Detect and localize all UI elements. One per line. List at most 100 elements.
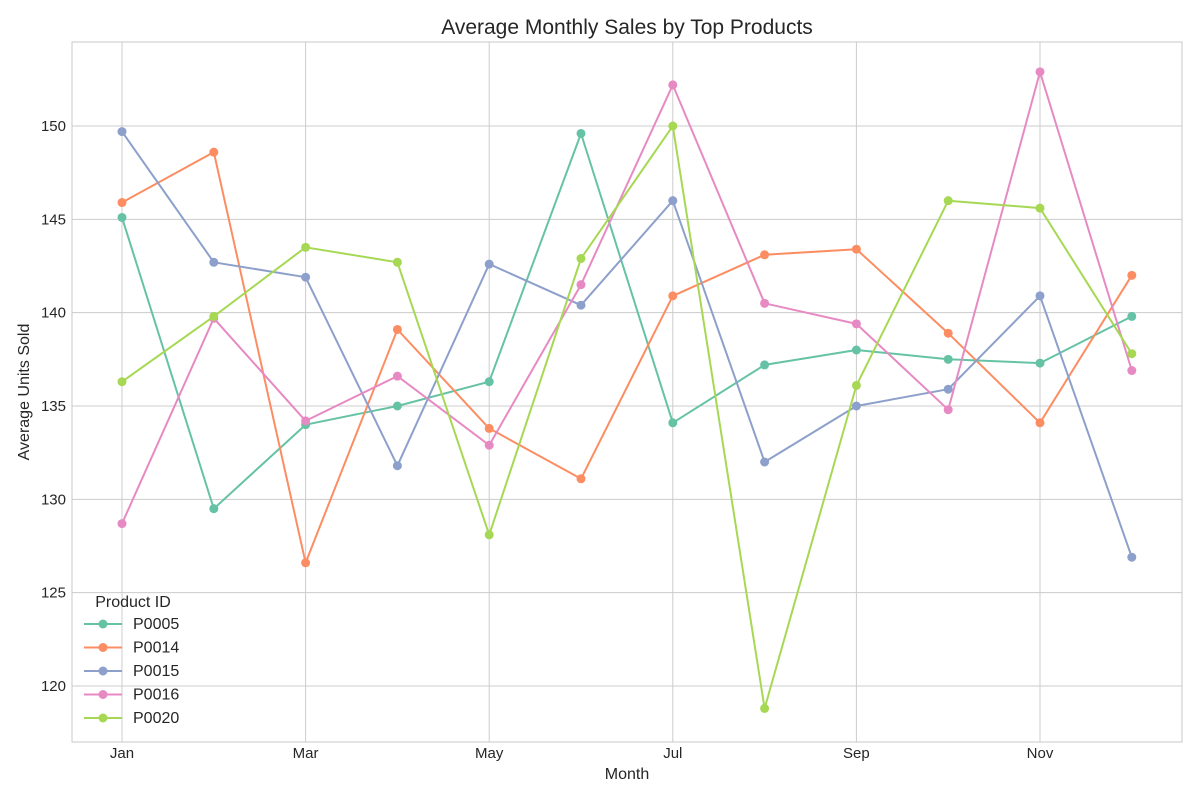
series-p0016	[117, 67, 1137, 529]
y-tick-label: 140	[41, 305, 66, 322]
legend-item: P0005	[84, 616, 179, 633]
x-axis-label: Month	[605, 766, 649, 783]
data-point	[668, 291, 678, 301]
data-point	[1035, 291, 1045, 301]
data-point	[1035, 418, 1045, 428]
series-line	[121, 131, 1133, 558]
legend: Product ID P0005 P0014 P0015 P0016 P0020	[84, 594, 179, 727]
legend-marker	[98, 690, 108, 699]
series-layer	[117, 67, 1137, 713]
data-point	[209, 311, 219, 321]
data-point	[1035, 203, 1045, 213]
data-point	[576, 280, 586, 290]
data-point	[209, 504, 219, 514]
legend-label: P0015	[133, 663, 179, 680]
data-point	[392, 257, 402, 267]
legend-label: P0016	[133, 687, 179, 704]
data-point	[484, 440, 494, 450]
data-point	[1035, 67, 1045, 77]
legend-marker	[98, 713, 108, 723]
x-tick-label: Sep	[843, 745, 870, 762]
data-point	[301, 242, 311, 252]
x-tick-label: Jan	[110, 745, 134, 762]
data-point	[668, 418, 678, 428]
data-point	[851, 380, 861, 390]
data-point	[760, 457, 770, 467]
data-point	[484, 423, 494, 433]
legend-title: Product ID	[95, 594, 171, 611]
y-tick-label: 150	[41, 118, 66, 135]
x-tick-label: Jul	[663, 745, 682, 762]
data-point	[1127, 349, 1137, 359]
data-point	[392, 371, 402, 381]
data-point	[301, 272, 311, 282]
data-point	[943, 328, 953, 338]
data-point	[209, 147, 219, 157]
data-point	[484, 259, 494, 269]
x-tick-label: May	[475, 745, 504, 762]
data-point	[760, 360, 770, 370]
data-point	[668, 80, 678, 90]
chart-title: Average Monthly Sales by Top Products	[441, 16, 813, 39]
data-point	[576, 254, 586, 264]
data-point	[943, 196, 953, 206]
data-point	[392, 401, 402, 411]
legend-item: P0014	[84, 640, 179, 657]
data-point	[576, 474, 586, 484]
data-point	[484, 377, 494, 387]
y-tick-label: 135	[41, 398, 66, 415]
data-point	[760, 703, 770, 713]
tick-labels: 120 125 130 135 140 145 150 Jan Mar May Jul Sep Nov	[41, 118, 1054, 762]
series-p0014	[117, 147, 1137, 568]
data-point	[943, 384, 953, 394]
data-point	[1127, 366, 1137, 376]
x-tick-label: Mar	[293, 745, 319, 762]
data-point	[851, 244, 861, 254]
data-point	[943, 405, 953, 415]
legend-item: P0016	[84, 687, 179, 704]
data-point	[668, 121, 678, 131]
data-point	[1127, 311, 1137, 321]
series-line	[121, 151, 1133, 564]
y-tick-label: 130	[41, 491, 66, 508]
plot-frame	[71, 41, 1183, 743]
data-point	[301, 416, 311, 426]
legend-label: P0020	[133, 710, 179, 727]
legend-marker	[98, 666, 108, 676]
data-point	[760, 298, 770, 308]
y-tick-label: 120	[41, 678, 66, 695]
legend-marker	[98, 643, 108, 652]
legend-item: P0015	[84, 663, 179, 680]
data-point	[1127, 552, 1137, 562]
y-tick-label: 145	[41, 211, 66, 228]
y-axis-label: Average Units Sold	[16, 324, 33, 461]
legend-item: P0020	[84, 710, 179, 727]
series-p0015	[117, 127, 1137, 562]
data-point	[1035, 358, 1045, 368]
data-point	[117, 519, 127, 529]
legend-label: P0005	[133, 616, 179, 633]
data-point	[760, 250, 770, 260]
grid	[72, 42, 1182, 742]
series-line	[121, 125, 1133, 710]
data-point	[576, 300, 586, 310]
data-point	[209, 257, 219, 267]
data-point	[576, 128, 586, 138]
series-line	[121, 132, 1133, 510]
data-point	[484, 530, 494, 540]
data-point	[117, 377, 127, 387]
legend-label: P0014	[133, 640, 179, 657]
data-point	[392, 461, 402, 471]
data-point	[851, 319, 861, 329]
data-point	[301, 558, 311, 568]
data-point	[943, 354, 953, 364]
data-point	[117, 127, 127, 137]
series-line	[121, 70, 1133, 525]
series-p0020	[117, 121, 1137, 713]
data-point	[392, 324, 402, 334]
data-point	[117, 212, 127, 222]
data-point	[668, 196, 678, 206]
y-tick-label: 125	[41, 585, 66, 602]
legend-marker	[98, 619, 108, 629]
